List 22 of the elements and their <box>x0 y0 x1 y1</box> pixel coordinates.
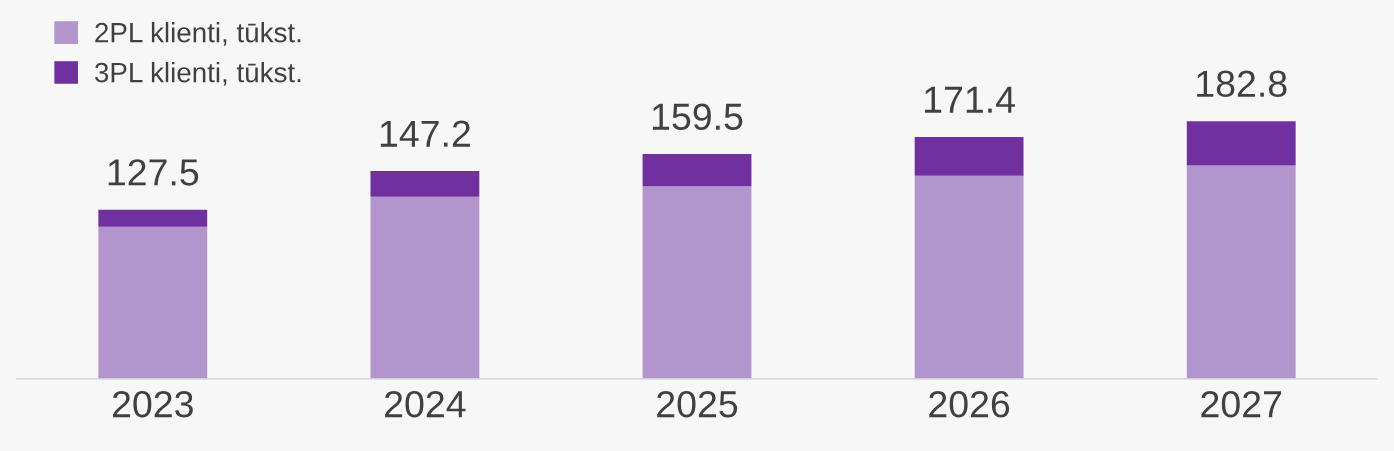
annotation: 127.5 <box>108 159 199 186</box>
bar <box>370 171 480 197</box>
bar <box>914 137 1024 176</box>
legend-label: 3PL klienti, tūkst. <box>95 62 301 86</box>
bar <box>370 196 480 379</box>
x-tick-label: 2024 <box>385 390 466 418</box>
bar <box>914 175 1024 379</box>
legend-label: 2PL klienti, tūkst. <box>95 22 301 46</box>
x-tick-label: 2025 <box>657 390 738 418</box>
bar <box>98 209 208 227</box>
bar <box>98 226 208 379</box>
bar <box>642 154 752 187</box>
x-tick-label: 2026 <box>929 390 1010 418</box>
bar <box>642 186 752 379</box>
annotation: 171.4 <box>925 86 1015 113</box>
x-tick-label: 2027 <box>1201 390 1282 418</box>
bar <box>1186 121 1296 166</box>
bar <box>1186 165 1296 379</box>
x-tick-label: 2023 <box>112 390 193 418</box>
annotation: 147.2 <box>380 120 470 147</box>
annotation: 159.5 <box>652 103 743 131</box>
annotation: 182.8 <box>1197 70 1287 98</box>
